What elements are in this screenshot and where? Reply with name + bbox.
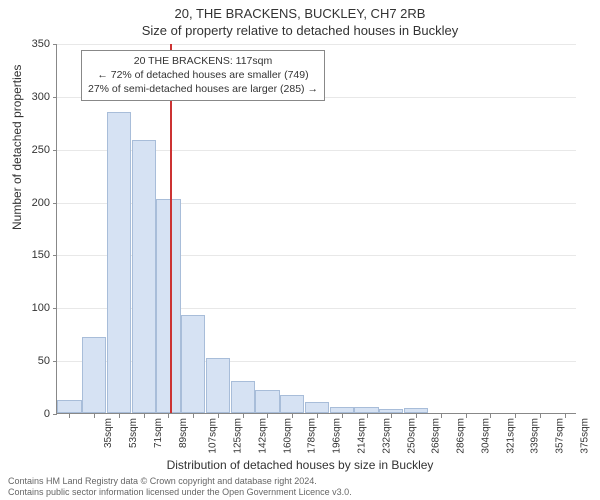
histogram-bar: [255, 390, 279, 413]
histogram-bar: [156, 199, 180, 413]
xtick-mark: [466, 414, 467, 418]
xtick-mark: [490, 414, 491, 418]
xtick-mark: [342, 414, 343, 418]
ytick-mark: [53, 97, 57, 98]
xtick-label: 375sqm: [579, 418, 590, 454]
histogram-bar: [379, 409, 403, 413]
ytick-mark: [53, 414, 57, 415]
xtick-label: 107sqm: [208, 418, 219, 454]
gridline: [57, 44, 576, 45]
callout-line: ← 72% of detached houses are smaller (74…: [88, 68, 318, 82]
histogram-bar: [107, 112, 131, 413]
ytick-mark: [53, 361, 57, 362]
ytick-label: 0: [20, 408, 50, 420]
xtick-mark: [565, 414, 566, 418]
xtick-label: 321sqm: [505, 418, 516, 454]
xtick-label: 339sqm: [530, 418, 541, 454]
xtick-mark: [441, 414, 442, 418]
ytick-label: 100: [20, 302, 50, 314]
ytick-label: 200: [20, 197, 50, 209]
footer-line-2: Contains public sector information licen…: [8, 487, 352, 498]
xtick-mark: [94, 414, 95, 418]
xtick-label: 268sqm: [431, 418, 442, 454]
chart-title-main: 20, THE BRACKENS, BUCKLEY, CH7 2RB: [0, 0, 600, 21]
histogram-bar: [132, 140, 156, 413]
ytick-mark: [53, 308, 57, 309]
footer-attribution: Contains HM Land Registry data © Crown c…: [8, 476, 352, 498]
xtick-label: 250sqm: [406, 418, 417, 454]
xtick-mark: [416, 414, 417, 418]
xtick-label: 304sqm: [480, 418, 491, 454]
xtick-mark: [144, 414, 145, 418]
xtick-mark: [267, 414, 268, 418]
histogram-bar: [82, 337, 106, 413]
xtick-label: 178sqm: [307, 418, 318, 454]
xtick-mark: [391, 414, 392, 418]
xtick-mark: [317, 414, 318, 418]
xtick-label: 232sqm: [381, 418, 392, 454]
xtick-label: 35sqm: [103, 418, 114, 448]
xtick-label: 53sqm: [128, 418, 139, 448]
xtick-label: 125sqm: [233, 418, 244, 454]
xtick-mark: [367, 414, 368, 418]
xtick-label: 142sqm: [258, 418, 269, 454]
footer-line-1: Contains HM Land Registry data © Crown c…: [8, 476, 352, 487]
ytick-mark: [53, 44, 57, 45]
xtick-label: 71sqm: [153, 418, 164, 448]
histogram-bar: [404, 408, 428, 413]
xtick-mark: [69, 414, 70, 418]
ytick-label: 350: [20, 38, 50, 50]
callout-line: 27% of semi-detached houses are larger (…: [88, 82, 318, 96]
histogram-bar: [330, 407, 354, 413]
histogram-bar: [206, 358, 230, 413]
chart-area: 05010015020025030035035sqm53sqm71sqm89sq…: [56, 44, 576, 414]
ytick-mark: [53, 150, 57, 151]
histogram-bar: [231, 381, 255, 413]
xtick-label: 214sqm: [357, 418, 368, 454]
xtick-mark: [540, 414, 541, 418]
xtick-mark: [119, 414, 120, 418]
histogram-bar: [181, 315, 205, 413]
histogram-bar: [57, 400, 81, 413]
chart-title-sub: Size of property relative to detached ho…: [0, 21, 600, 42]
xtick-label: 196sqm: [332, 418, 343, 454]
xtick-mark: [515, 414, 516, 418]
histogram-bar: [280, 395, 304, 413]
ytick-label: 300: [20, 91, 50, 103]
ytick-label: 150: [20, 249, 50, 261]
property-callout: 20 THE BRACKENS: 117sqm← 72% of detached…: [81, 50, 325, 101]
histogram-bar: [305, 402, 329, 413]
x-axis-title: Distribution of detached houses by size …: [0, 458, 600, 472]
ytick-mark: [53, 255, 57, 256]
xtick-mark: [218, 414, 219, 418]
xtick-mark: [292, 414, 293, 418]
ytick-mark: [53, 203, 57, 204]
xtick-label: 160sqm: [282, 418, 293, 454]
histogram-bar: [354, 407, 378, 413]
xtick-mark: [243, 414, 244, 418]
xtick-mark: [193, 414, 194, 418]
xtick-mark: [168, 414, 169, 418]
ytick-label: 250: [20, 144, 50, 156]
xtick-label: 286sqm: [456, 418, 467, 454]
xtick-label: 89sqm: [178, 418, 189, 448]
callout-line: 20 THE BRACKENS: 117sqm: [88, 54, 318, 68]
ytick-label: 50: [20, 355, 50, 367]
xtick-label: 357sqm: [555, 418, 566, 454]
plot-region: 05010015020025030035035sqm53sqm71sqm89sq…: [56, 44, 576, 414]
